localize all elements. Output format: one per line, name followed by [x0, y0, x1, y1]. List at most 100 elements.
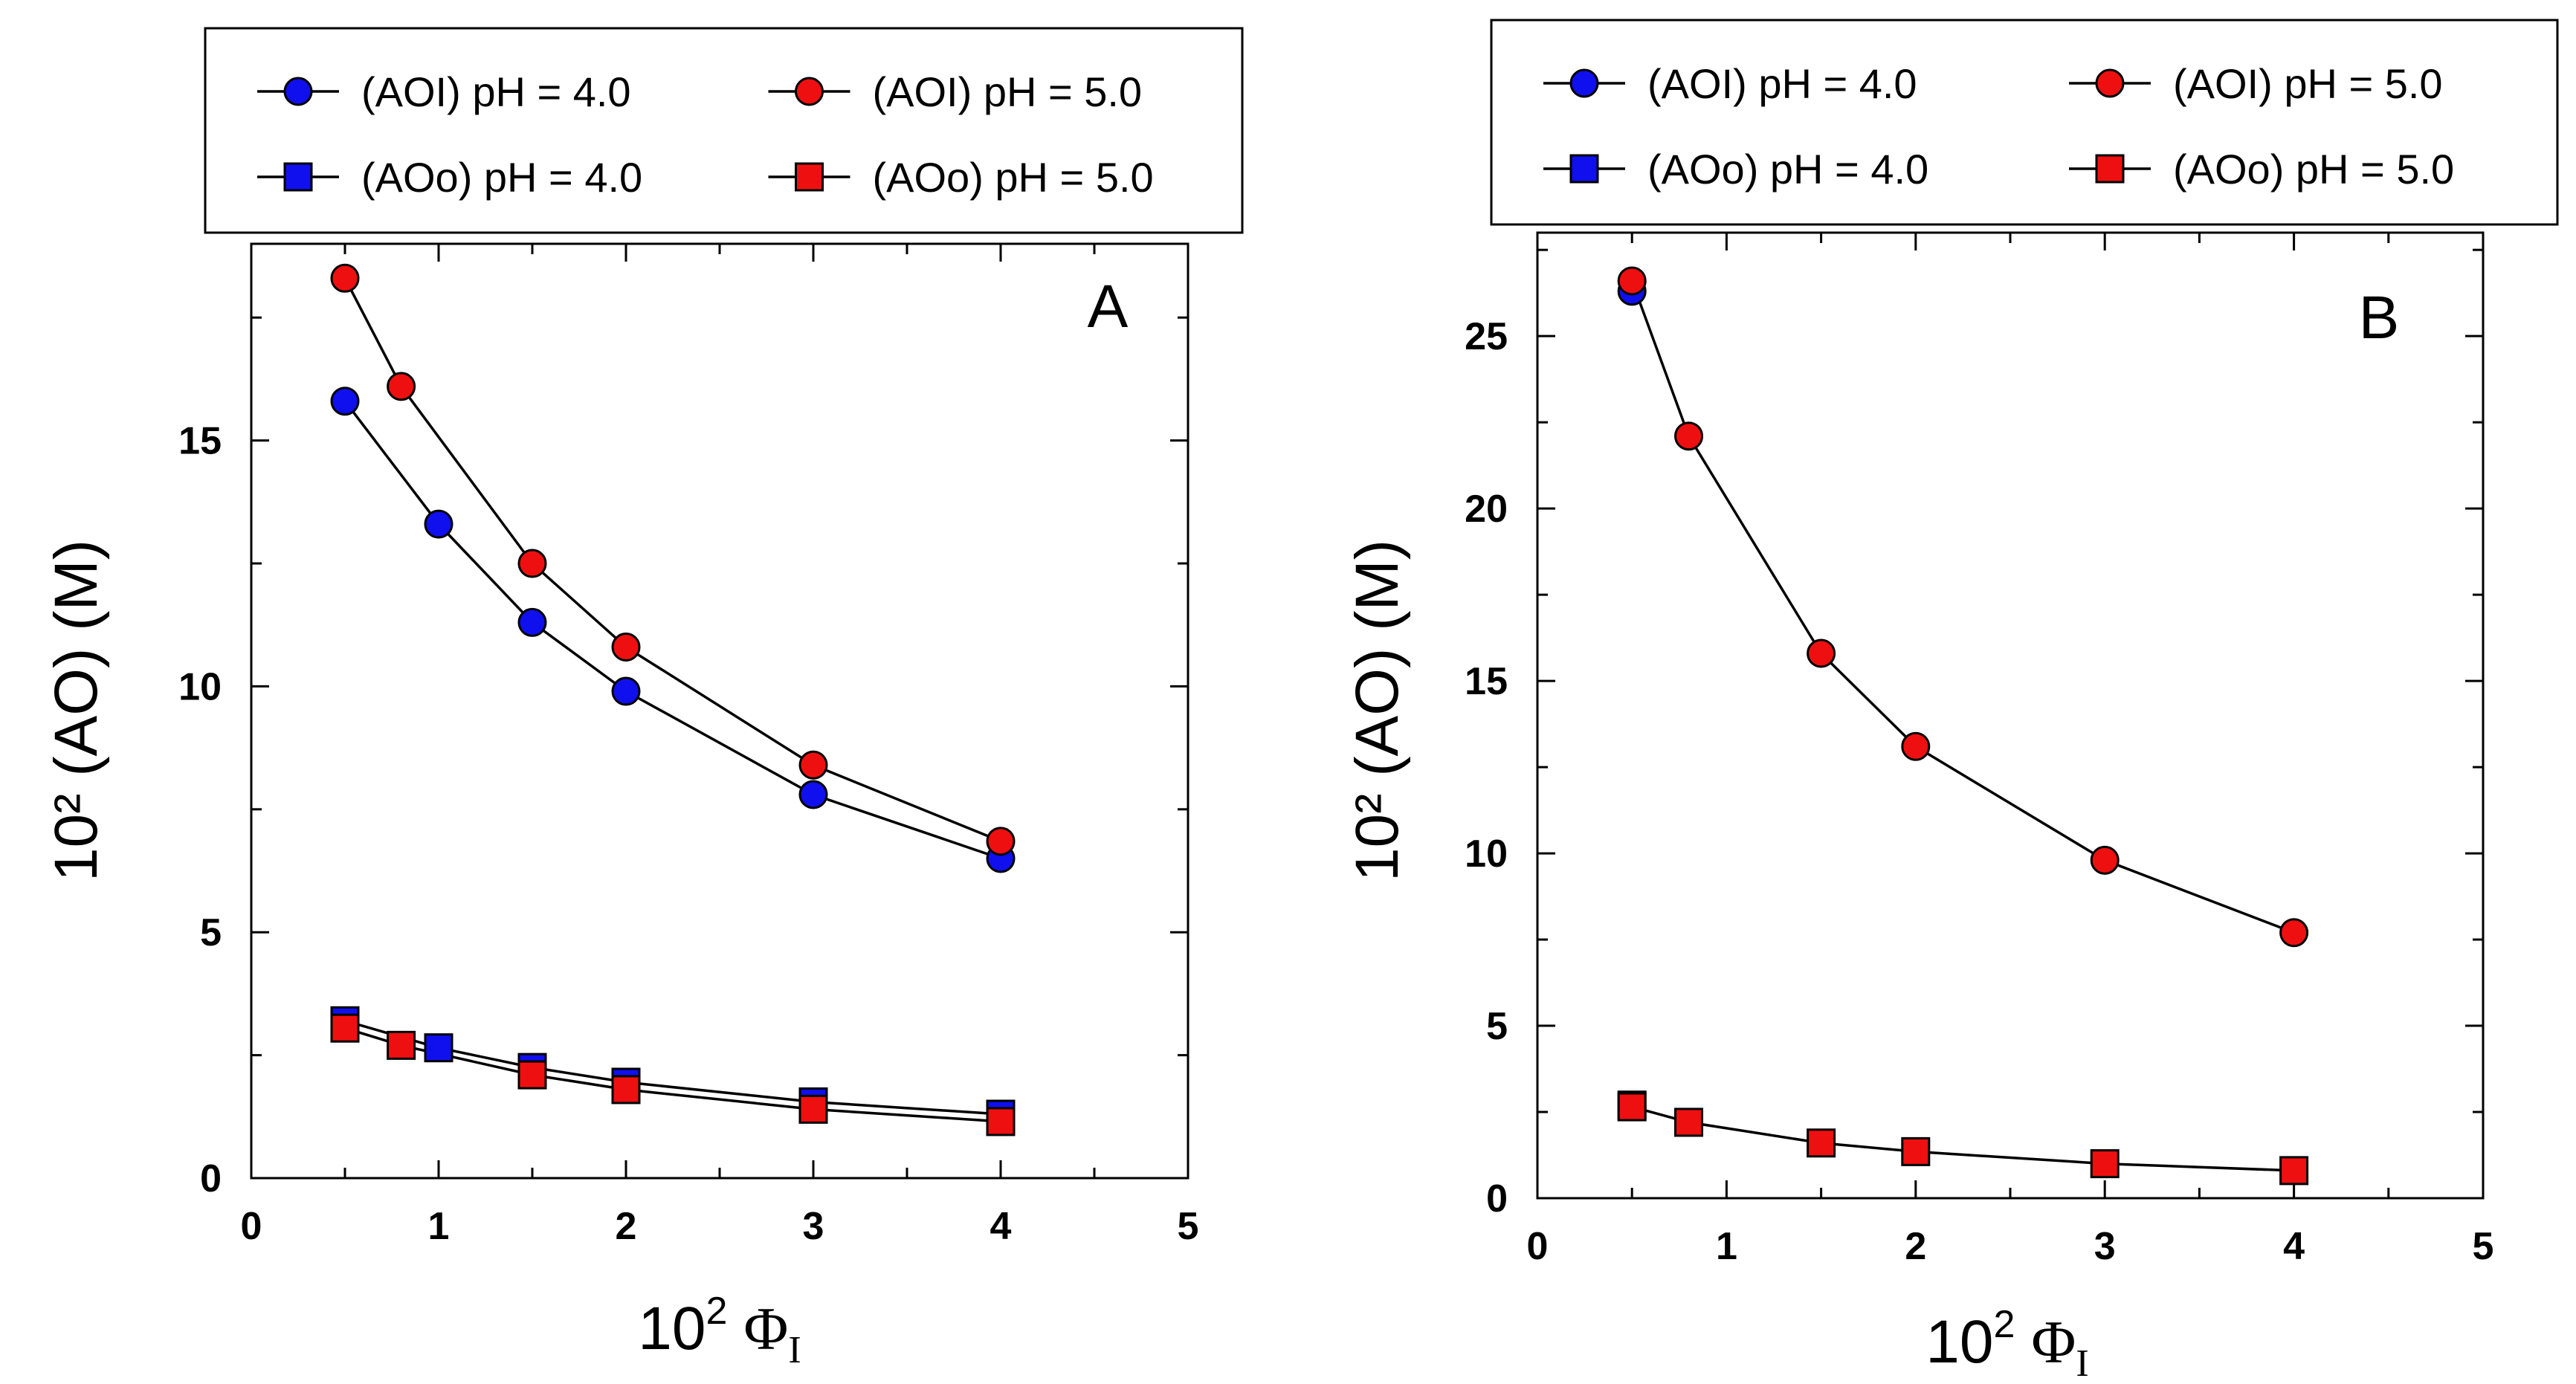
x-axis-title-part: 2: [706, 1290, 728, 1333]
series-line-3: [1631, 1105, 2294, 1172]
data-point-red-square: [1674, 1107, 1704, 1137]
data-point-red-circle: [986, 827, 1016, 856]
y-tick-label: 10: [1465, 832, 1508, 876]
x-tick-label: 1: [428, 1205, 450, 1248]
legend-label: (AOo) pH = 5.0: [873, 154, 1154, 201]
data-point-red-circle: [611, 632, 641, 662]
x-axis-title-part: 10: [638, 1295, 706, 1362]
y-tick-label: 15: [178, 420, 222, 463]
data-point-red-square: [2090, 1149, 2120, 1179]
x-tick-label: 4: [2283, 1225, 2305, 1268]
x-tick-label: 2: [1905, 1225, 1926, 1268]
y-axis-title: 10² (AO) (M): [1343, 540, 1411, 882]
legend-item: (AOo) pH = 5.0: [2069, 146, 2454, 193]
chart-panel-a: 0 1 2 3 4 5 0 5 10 15 A (AOI) pH = 4.0 (AOI) pH = 5.…: [42, 27, 1244, 1371]
legend-marker-red-square: [2095, 154, 2125, 184]
x-tick-label: 4: [990, 1205, 1012, 1248]
data-point-red-circle: [517, 549, 547, 578]
data-point-red-square: [1901, 1136, 1931, 1166]
y-tick-label: 10: [178, 665, 222, 708]
legend-label: (AOo) pH = 4.0: [361, 154, 642, 201]
x-tick-label: 3: [803, 1205, 824, 1248]
y-tick-label: 0: [200, 1157, 222, 1200]
data-point-red-square: [611, 1075, 641, 1105]
x-axis-title: 102 ΦI: [638, 1290, 801, 1371]
x-axis-title-part: 10: [1925, 1308, 1993, 1376]
legend-marker-blue-square: [283, 162, 313, 192]
x-tick-label: 1: [1716, 1225, 1737, 1268]
y-tick-label: 5: [1486, 1005, 1508, 1048]
data-point-blue-circle: [330, 387, 360, 416]
legend: (AOI) pH = 4.0 (AOI) pH = 5.0 (AOo) pH = 4…: [1490, 19, 2559, 226]
legend-marker-red-circle: [795, 77, 824, 106]
data-point-blue-circle: [424, 509, 453, 539]
x-axis-title-part: 2: [1994, 1303, 2015, 1346]
data-point-red-square: [387, 1030, 416, 1060]
legend-item: (AOI) pH = 4.0: [1543, 60, 1917, 107]
legend-item: (AOI) pH = 4.0: [257, 68, 631, 115]
legend-item: (AOo) pH = 4.0: [257, 154, 642, 201]
series-line-2: [344, 1019, 1001, 1116]
series-line-1: [1630, 280, 2295, 934]
panel-letter: A: [1088, 273, 1129, 340]
x-axis-title-part: Φ: [2031, 1308, 2076, 1376]
x-tick-label: 2: [616, 1205, 637, 1248]
legend-item: (AOo) pH = 4.0: [1543, 146, 1928, 193]
data-point-red-square: [1617, 1092, 1647, 1122]
legend-item: (AOI) pH = 5.0: [2069, 60, 2443, 107]
data-point-red-square: [1807, 1128, 1836, 1158]
data-point-red-circle: [330, 263, 360, 293]
data-point-red-circle: [1807, 638, 1836, 668]
legend-label: (AOI) pH = 4.0: [1647, 60, 1917, 107]
legend-item: (AOI) pH = 5.0: [768, 68, 1143, 115]
data-point-red-circle: [2090, 845, 2120, 875]
data-point-red-circle: [798, 750, 828, 780]
legend: (AOI) pH = 4.0 (AOI) pH = 5.0 (AOo) pH = 4…: [204, 27, 1244, 234]
data-point-blue-square: [424, 1033, 453, 1063]
legend-box: [204, 27, 1244, 234]
legend-marker-red-square: [795, 162, 824, 192]
legend-marker-blue-square: [1569, 154, 1599, 184]
y-tick-label: 0: [1486, 1177, 1508, 1220]
legend-label: (AOo) pH = 4.0: [1647, 146, 1928, 193]
y-axis-title: 10² (AO) (M): [42, 540, 110, 882]
legend-label: (AOI) pH = 5.0: [2173, 60, 2443, 107]
x-axis-title-part: I: [788, 1329, 801, 1371]
data-point-red-square: [2279, 1156, 2309, 1186]
panel-letter: B: [2359, 284, 2400, 352]
legend-label: (AOI) pH = 4.0: [361, 68, 631, 115]
data-point-red-circle: [1674, 421, 1704, 451]
data-point-blue-circle: [611, 676, 641, 706]
data-point-red-square: [798, 1094, 828, 1124]
legend-marker-blue-circle: [283, 77, 313, 106]
legend-box: [1490, 19, 2559, 226]
y-tick-label: 20: [1465, 488, 1508, 531]
plot-frame: [1536, 231, 2485, 1200]
x-axis-title: 102 ΦI: [1925, 1303, 2088, 1380]
y-tick-label: 5: [200, 911, 222, 954]
data-point-red-circle: [1901, 731, 1931, 761]
data-point-red-square: [986, 1107, 1016, 1136]
series-line-1: [343, 277, 1001, 843]
data-point-blue-circle: [517, 607, 547, 637]
legend-marker-red-circle: [2095, 68, 2125, 98]
legend-item: (AOo) pH = 5.0: [768, 154, 1154, 201]
x-axis-title-part: I: [2076, 1342, 2088, 1380]
x-tick-label: 5: [1178, 1205, 1199, 1248]
data-point-blue-circle: [798, 780, 828, 809]
data-point-red-circle: [1617, 266, 1647, 296]
x-tick-label: 0: [1527, 1225, 1549, 1268]
x-tick-label: 3: [2094, 1225, 2116, 1268]
data-point-red-circle: [387, 372, 416, 401]
series-line-0: [343, 400, 1001, 860]
x-tick-label: 0: [241, 1205, 262, 1248]
data-point-red-circle: [2279, 918, 2309, 948]
legend-label: (AOo) pH = 5.0: [2173, 146, 2454, 193]
x-axis-title-part: Φ: [743, 1295, 788, 1362]
legend-marker-blue-circle: [1569, 68, 1599, 98]
y-tick-label: 15: [1465, 660, 1508, 703]
legend-label: (AOI) pH = 5.0: [873, 68, 1143, 115]
